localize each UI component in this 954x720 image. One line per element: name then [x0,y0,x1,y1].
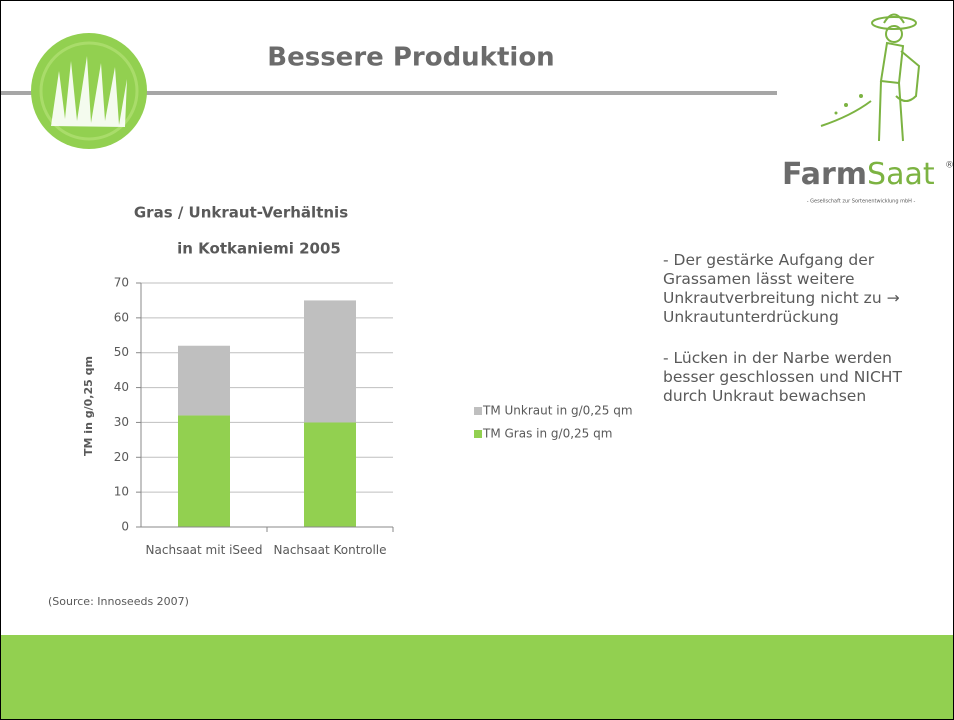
paragraph: - Der gestärke Aufgang der Grassamen läs… [663,251,943,327]
seed-dots [835,94,864,115]
logo-light: Saat [867,157,935,192]
x-tick-label: Nachsaat mit iSeed [141,543,267,557]
logo-name: FarmSaat [782,157,935,192]
legend-label: TM Gras in g/0,25 qm [482,427,612,441]
paragraph: - Lücken in der Narbe werden besser gesc… [663,349,943,406]
y-axis-label: TM in g/0,25 qm [82,356,95,456]
y-tick-label: 70 [114,276,129,290]
legend-swatch [474,407,482,415]
slide-title: Bessere Produktion [267,43,554,73]
bar-segment [178,346,230,416]
bar-segment [304,300,356,422]
logo-tagline: - Gesellschaft zur Sortenentwicklung mbH… [807,199,916,205]
slide: Bessere Produktion FarmSaat ® - Gesellsc… [0,0,954,720]
y-tick-label: 40 [114,380,129,394]
chart-title: in Kotkaniemi 2005 [177,240,341,258]
y-tick-label: 0 [121,520,129,534]
y-tick-label: 60 [114,310,129,324]
bar-segment [178,415,230,527]
bar-segment [304,422,356,527]
logo-bold: Farm [782,157,867,192]
y-tick-label: 10 [114,485,129,499]
legend-swatch [474,430,482,438]
y-tick-label: 20 [114,450,129,464]
x-tick-label: Nachsaat Kontrolle [267,543,393,557]
grass-logo [31,33,147,149]
farmer-drawing [821,15,919,142]
logo-mark: ® [945,161,953,171]
footer-band [1,635,953,719]
legend-label: TM Unkraut in g/0,25 qm [482,404,633,418]
source: (Source: Innoseeds 2007) [48,595,189,608]
y-tick-label: 30 [114,415,129,429]
y-tick-label: 50 [114,345,129,359]
chart-title: Gras / Unkraut-Verhältnis [134,204,348,222]
